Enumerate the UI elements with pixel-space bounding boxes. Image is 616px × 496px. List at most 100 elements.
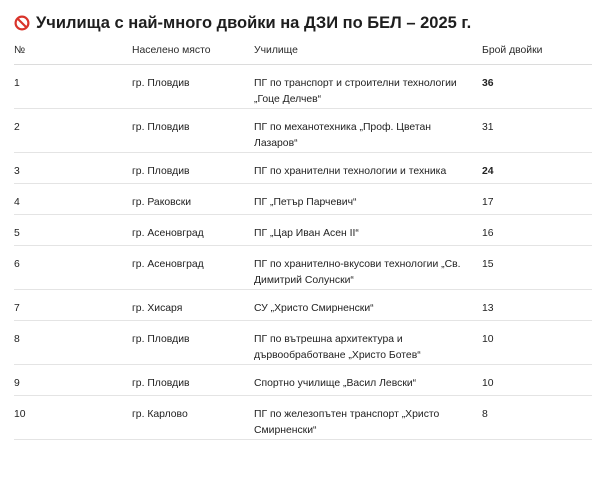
- table-row: 10 гр. Карлово ПГ по железопътен транспорт…: [14, 395, 592, 440]
- row-school: ПГ по железопътен транспорт „Христо Смир…: [254, 409, 440, 436]
- row-school: ПГ по хранителни технологии и техника: [254, 166, 447, 177]
- row-school-cell: ПГ по вътрешна архитектура и дървообрабо…: [254, 320, 482, 365]
- row-count: 13: [482, 303, 494, 314]
- row-place: гр. Пловдив: [132, 122, 190, 133]
- row-number: 4: [14, 197, 20, 208]
- row-place: гр. Пловдив: [132, 378, 190, 389]
- row-place-cell: гр. Пловдив: [132, 320, 254, 365]
- row-school-cell: ПГ „Петър Парчевич“: [254, 183, 482, 215]
- row-count-cell: 36: [482, 64, 592, 109]
- row-number: 9: [14, 378, 20, 389]
- column-header-school: Училище: [254, 40, 482, 65]
- row-school: ПГ по вътрешна архитектура и дървообрабо…: [254, 334, 421, 361]
- row-count: 36: [482, 78, 494, 89]
- row-count: 31: [482, 122, 494, 133]
- row-school-cell: Спортно училище „Васил Левски“: [254, 364, 482, 396]
- table-row: 5 гр. Асеновград ПГ „Цар Иван Асен II“ 16: [14, 214, 592, 246]
- row-school: ПГ по транспорт и строителни технологии …: [254, 78, 457, 105]
- row-number: 10: [14, 409, 26, 420]
- row-count: 16: [482, 228, 494, 239]
- row-school-cell: ПГ по хранителни технологии и техника: [254, 152, 482, 184]
- no-entry-icon: [14, 15, 30, 31]
- row-place-cell: гр. Хисаря: [132, 289, 254, 321]
- row-place: гр. Пловдив: [132, 78, 190, 89]
- row-count-cell: 24: [482, 152, 592, 184]
- row-number: 1: [14, 78, 20, 89]
- table-row: 4 гр. Раковски ПГ „Петър Парчевич“ 17: [14, 183, 592, 215]
- row-number: 7: [14, 303, 20, 314]
- row-count-cell: 8: [482, 395, 592, 440]
- row-place: гр. Карлово: [132, 409, 188, 420]
- row-place-cell: гр. Пловдив: [132, 364, 254, 396]
- table-row: 3 гр. Пловдив ПГ по хранителни технологии …: [14, 152, 592, 184]
- row-number-cell: 1: [14, 64, 132, 109]
- row-count-cell: 13: [482, 289, 592, 321]
- row-count: 8: [482, 409, 488, 420]
- row-place: гр. Асеновград: [132, 259, 204, 270]
- row-number: 2: [14, 122, 20, 133]
- row-school-cell: ПГ по транспорт и строителни технологии …: [254, 64, 482, 109]
- row-number-cell: 2: [14, 108, 132, 153]
- row-count: 15: [482, 259, 494, 270]
- row-place: гр. Пловдив: [132, 166, 190, 177]
- row-count-cell: 17: [482, 183, 592, 215]
- table-body: 1 гр. Пловдив ПГ по транспорт и строителни…: [14, 64, 592, 440]
- row-number-cell: 3: [14, 152, 132, 184]
- row-number-cell: 9: [14, 364, 132, 396]
- page-header: Училища с най-много двойки на ДЗИ по БЕЛ…: [14, 12, 471, 34]
- schools-table: № Населено място Училище Брой двойки 1 гр…: [14, 40, 592, 440]
- table-row: 6 гр. Асеновград ПГ по хранително-вкусови …: [14, 245, 592, 290]
- row-place-cell: гр. Асеновград: [132, 214, 254, 246]
- row-number-cell: 5: [14, 214, 132, 246]
- row-place-cell: гр. Пловдив: [132, 108, 254, 153]
- row-number-cell: 10: [14, 395, 132, 440]
- row-number-cell: 7: [14, 289, 132, 321]
- row-place-cell: гр. Раковски: [132, 183, 254, 215]
- row-count: 10: [482, 378, 494, 389]
- row-school: СУ „Христо Смирненски“: [254, 303, 374, 314]
- row-count-cell: 31: [482, 108, 592, 153]
- row-school: ПГ по хранително-вкусови технологии „Св.…: [254, 259, 461, 286]
- table-row: 1 гр. Пловдив ПГ по транспорт и строителни…: [14, 64, 592, 109]
- table-row: 9 гр. Пловдив Спортно училище „Васил Левск…: [14, 364, 592, 396]
- row-school: ПГ „Цар Иван Асен II“: [254, 228, 359, 239]
- row-number: 8: [14, 334, 20, 345]
- row-count: 10: [482, 334, 494, 345]
- row-count-cell: 16: [482, 214, 592, 246]
- row-count-cell: 10: [482, 364, 592, 396]
- row-number: 6: [14, 259, 20, 270]
- row-place: гр. Пловдив: [132, 334, 190, 345]
- row-number: 3: [14, 166, 20, 177]
- row-school: ПГ по механотехника „Проф. Цветан Лазаро…: [254, 122, 431, 149]
- row-place: гр. Хисаря: [132, 303, 183, 314]
- row-school: Спортно училище „Васил Левски“: [254, 378, 417, 389]
- column-header-number: №: [14, 40, 132, 65]
- table-header-row: № Населено място Училище Брой двойки: [14, 40, 592, 65]
- row-number-cell: 8: [14, 320, 132, 365]
- row-count: 17: [482, 197, 494, 208]
- row-count: 24: [482, 166, 494, 177]
- row-number: 5: [14, 228, 20, 239]
- column-header-place: Населено място: [132, 40, 254, 65]
- table-row: 8 гр. Пловдив ПГ по вътрешна архитектура и…: [14, 320, 592, 365]
- row-number-cell: 4: [14, 183, 132, 215]
- row-place-cell: гр. Пловдив: [132, 152, 254, 184]
- row-school-cell: ПГ по механотехника „Проф. Цветан Лазаро…: [254, 108, 482, 153]
- row-count-cell: 10: [482, 320, 592, 365]
- row-place: гр. Раковски: [132, 197, 192, 208]
- row-school-cell: ПГ по железопътен транспорт „Христо Смир…: [254, 395, 482, 440]
- row-school-cell: СУ „Христо Смирненски“: [254, 289, 482, 321]
- row-school-cell: ПГ по хранително-вкусови технологии „Св.…: [254, 245, 482, 290]
- row-place-cell: гр. Карлово: [132, 395, 254, 440]
- table-row: 2 гр. Пловдив ПГ по механотехника „Проф. Ц…: [14, 108, 592, 153]
- row-count-cell: 15: [482, 245, 592, 290]
- page-title: Училища с най-много двойки на ДЗИ по БЕЛ…: [36, 13, 472, 32]
- row-school-cell: ПГ „Цар Иван Асен II“: [254, 214, 482, 246]
- row-number-cell: 6: [14, 245, 132, 290]
- table-row: 7 гр. Хисаря СУ „Христо Смирненски“ 13: [14, 289, 592, 321]
- row-place-cell: гр. Асеновград: [132, 245, 254, 290]
- row-school: ПГ „Петър Парчевич“: [254, 197, 357, 208]
- row-place: гр. Асеновград: [132, 228, 204, 239]
- row-place-cell: гр. Пловдив: [132, 64, 254, 109]
- column-header-count: Брой двойки: [482, 40, 592, 65]
